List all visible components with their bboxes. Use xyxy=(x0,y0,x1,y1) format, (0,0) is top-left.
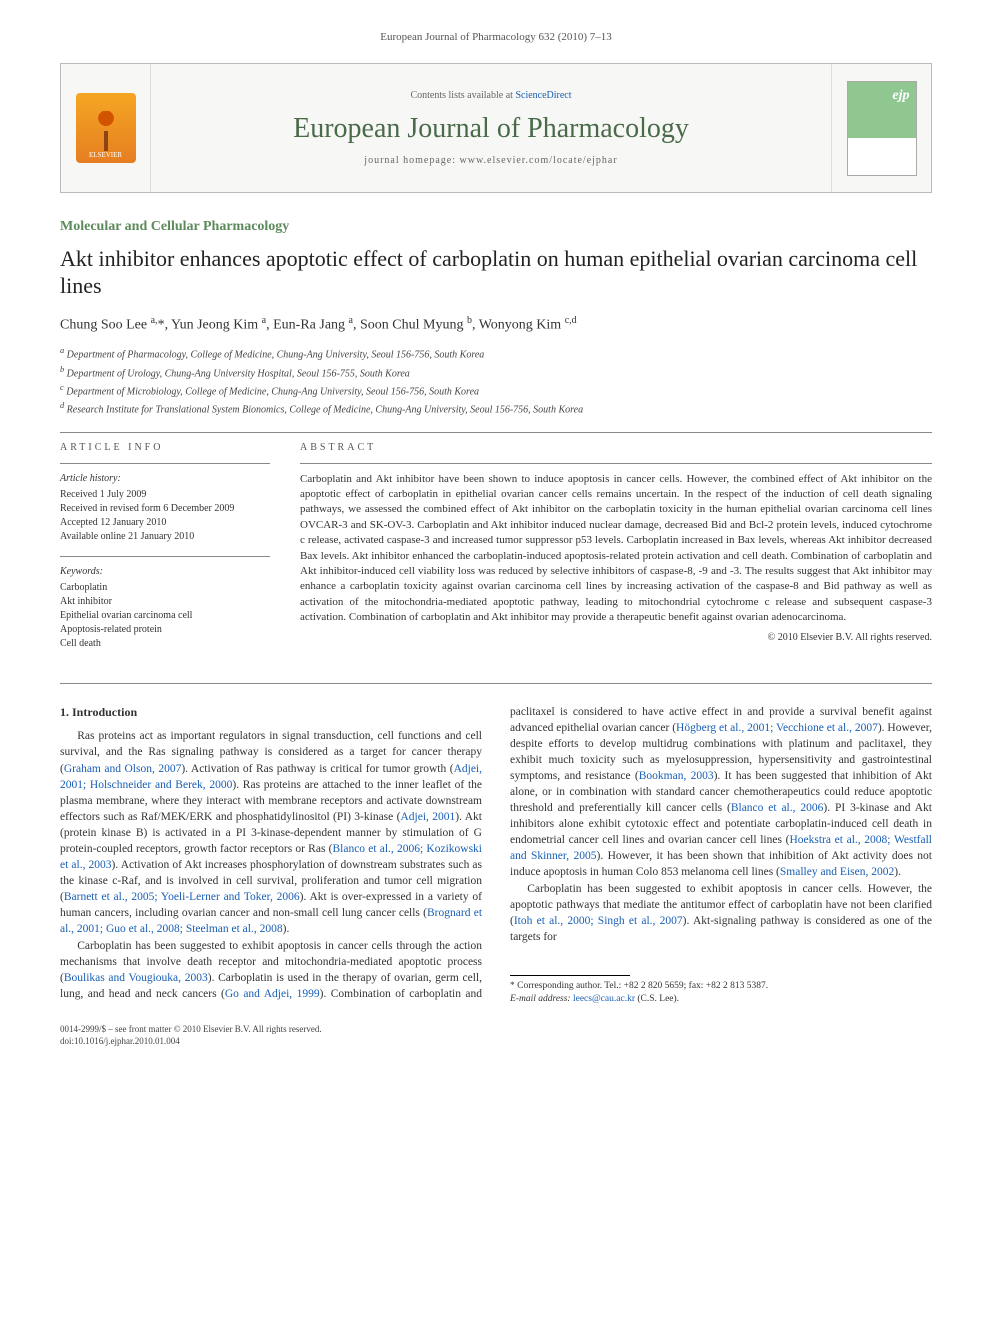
affiliation-line: a Department of Pharmacology, College of… xyxy=(60,345,932,362)
abstract-rule xyxy=(300,463,932,464)
keyword: Carboplatin xyxy=(60,581,270,595)
intro-heading: 1. Introduction xyxy=(60,704,482,721)
footnote-rule xyxy=(510,975,630,976)
divider-rule-2 xyxy=(60,683,932,684)
footer-line-1: 0014-2999/$ – see front matter © 2010 El… xyxy=(60,1023,932,1036)
body-p1: Ras proteins act as important regulators… xyxy=(60,728,482,937)
email-label: E-mail address: xyxy=(510,994,571,1004)
corr-line: * Corresponding author. Tel.: +82 2 820 … xyxy=(510,980,932,993)
history-line: Received in revised form 6 December 2009 xyxy=(60,502,270,516)
journal-banner: ELSEVIER Contents lists available at Sci… xyxy=(60,63,932,193)
email-link[interactable]: leecs@cau.ac.kr xyxy=(573,994,635,1004)
email-suffix: (C.S. Lee). xyxy=(637,994,679,1004)
history-line: Accepted 12 January 2010 xyxy=(60,516,270,530)
history-block: Article history: Received 1 July 2009Rec… xyxy=(60,472,270,544)
affiliation-line: b Department of Urology, Chung-Ang Unive… xyxy=(60,364,932,381)
section-label: Molecular and Cellular Pharmacology xyxy=(60,217,932,237)
keyword: Akt inhibitor xyxy=(60,595,270,609)
article-title: Akt inhibitor enhances apoptotic effect … xyxy=(60,245,932,300)
publisher-logo-box: ELSEVIER xyxy=(61,64,151,192)
footer: 0014-2999/$ – see front matter © 2010 El… xyxy=(60,1023,932,1048)
journal-cover-thumb xyxy=(847,81,917,176)
contents-line: Contents lists available at ScienceDirec… xyxy=(410,89,571,103)
journal-name: European Journal of Pharmacology xyxy=(293,109,689,148)
elsevier-tree-icon xyxy=(86,111,126,151)
abstract-head: ABSTRACT xyxy=(300,441,932,455)
running-head: European Journal of Pharmacology 632 (20… xyxy=(60,30,932,45)
footer-line-2: doi:10.1016/j.ejphar.2010.01.004 xyxy=(60,1035,932,1048)
corresponding-footnote: * Corresponding author. Tel.: +82 2 820 … xyxy=(510,980,932,1007)
publisher-logo-label: ELSEVIER xyxy=(89,151,122,161)
abstract-col: ABSTRACT Carboplatin and Akt inhibitor h… xyxy=(300,441,932,663)
info-rule-2 xyxy=(60,556,270,557)
homepage-url: www.elsevier.com/locate/ejphar xyxy=(460,155,618,166)
banner-center: Contents lists available at ScienceDirec… xyxy=(151,64,831,192)
abstract-copyright: © 2010 Elsevier B.V. All rights reserved… xyxy=(300,631,932,645)
keyword: Epithelial ovarian carcinoma cell xyxy=(60,609,270,623)
body-p3: Carboplatin has been suggested to exhibi… xyxy=(510,881,932,945)
abstract-text: Carboplatin and Akt inhibitor have been … xyxy=(300,472,932,626)
affiliation-line: c Department of Microbiology, College of… xyxy=(60,382,932,399)
divider-rule xyxy=(60,432,932,433)
history-label: Article history: xyxy=(60,472,270,486)
article-info-head: ARTICLE INFO xyxy=(60,441,270,455)
keywords-label: Keywords: xyxy=(60,565,270,579)
email-line: E-mail address: leecs@cau.ac.kr (C.S. Le… xyxy=(510,993,932,1006)
affiliation-line: d Research Institute for Translational S… xyxy=(60,400,932,417)
author-list: Chung Soo Lee a,*, Yun Jeong Kim a, Eun-… xyxy=(60,314,932,335)
contents-prefix: Contents lists available at xyxy=(410,90,515,101)
elsevier-logo: ELSEVIER xyxy=(76,93,136,163)
keyword: Cell death xyxy=(60,637,270,651)
homepage-line: journal homepage: www.elsevier.com/locat… xyxy=(364,154,617,168)
body-columns: 1. Introduction Ras proteins act as impo… xyxy=(60,704,932,1007)
keyword: Apoptosis-related protein xyxy=(60,623,270,637)
info-abstract-row: ARTICLE INFO Article history: Received 1… xyxy=(60,441,932,663)
article-info-col: ARTICLE INFO Article history: Received 1… xyxy=(60,441,270,663)
history-line: Received 1 July 2009 xyxy=(60,488,270,502)
info-rule xyxy=(60,463,270,464)
affiliations: a Department of Pharmacology, College of… xyxy=(60,345,932,417)
cover-thumb-box xyxy=(831,64,931,192)
history-line: Available online 21 January 2010 xyxy=(60,530,270,544)
sciencedirect-link[interactable]: ScienceDirect xyxy=(515,90,571,101)
homepage-prefix: journal homepage: xyxy=(364,155,459,166)
keywords-block: Keywords: CarboplatinAkt inhibitorEpithe… xyxy=(60,565,270,651)
